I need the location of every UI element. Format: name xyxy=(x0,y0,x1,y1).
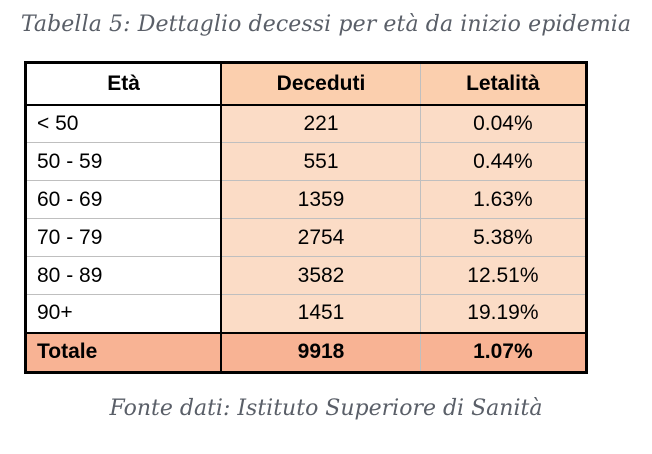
age-cell: 90+ xyxy=(24,294,223,333)
table-row: 90+ 1451 19.19% xyxy=(24,294,589,333)
table-caption: Tabella 5: Dettaglio decessi per età da … xyxy=(20,12,632,37)
total-deaths: 9918 xyxy=(220,331,421,374)
table-row: 60 - 69 1359 1.63% xyxy=(24,180,589,219)
age-cell: 50 - 59 xyxy=(24,142,223,181)
deaths-cell: 2754 xyxy=(220,218,421,257)
table-row: 50 - 59 551 0.44% xyxy=(24,142,589,181)
deaths-cell: 1359 xyxy=(220,180,421,219)
lethality-cell: 19.19% xyxy=(419,294,589,333)
deaths-cell: 551 xyxy=(220,142,421,181)
deaths-by-age-table: Età Deceduti Letalità < 50 221 0.04% 50 … xyxy=(24,61,589,374)
table-row: 80 - 89 3582 12.51% xyxy=(24,256,589,295)
lethality-cell: 0.44% xyxy=(419,142,589,181)
lethality-cell: 12.51% xyxy=(419,256,589,295)
deaths-cell: 1451 xyxy=(220,294,421,333)
column-header-deaths: Deceduti xyxy=(220,61,421,106)
column-header-age: Età xyxy=(24,61,223,106)
column-header-lethality: Letalità xyxy=(419,61,589,106)
age-cell: 70 - 79 xyxy=(24,218,223,257)
lethality-cell: 1.63% xyxy=(419,180,589,219)
age-cell: < 50 xyxy=(24,104,223,143)
total-lethality: 1.07% xyxy=(419,331,589,374)
table-row: 70 - 79 2754 5.38% xyxy=(24,218,589,257)
table-row: < 50 221 0.04% xyxy=(24,104,589,143)
age-cell: 60 - 69 xyxy=(24,180,223,219)
lethality-cell: 5.38% xyxy=(419,218,589,257)
total-label: Totale xyxy=(24,331,223,374)
lethality-cell: 0.04% xyxy=(419,104,589,143)
deaths-cell: 221 xyxy=(220,104,421,143)
deaths-cell: 3582 xyxy=(220,256,421,295)
total-row: Totale 9918 1.07% xyxy=(24,331,589,374)
age-cell: 80 - 89 xyxy=(24,256,223,295)
table-header-row: Età Deceduti Letalità xyxy=(24,61,589,106)
source-note: Fonte dati: Istituto Superiore di Sanità xyxy=(109,396,543,421)
